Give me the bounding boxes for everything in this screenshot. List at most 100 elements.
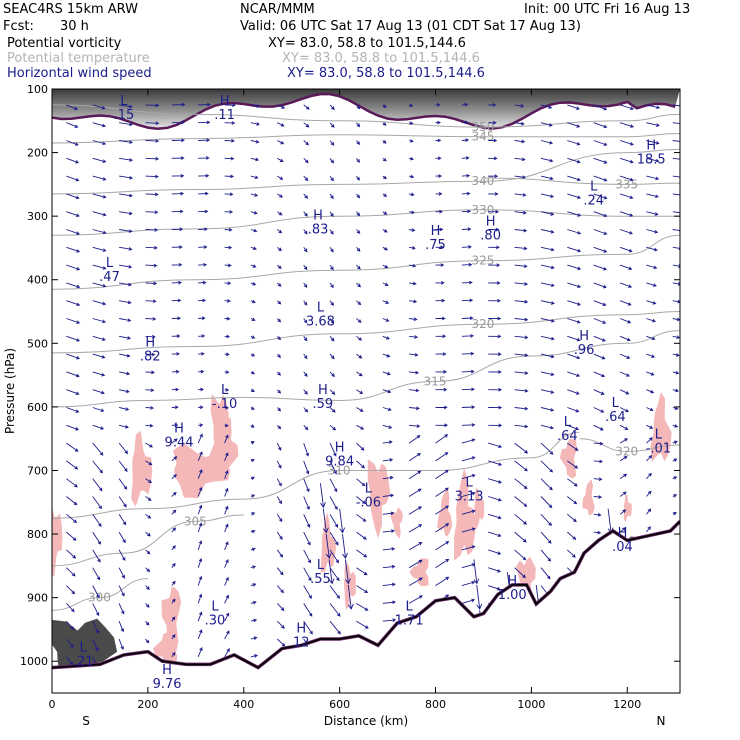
wind-vector <box>514 496 528 507</box>
wind-vector <box>66 638 74 648</box>
wind-vector <box>593 122 608 129</box>
wind-vector <box>646 211 659 216</box>
wind-vector <box>488 496 502 502</box>
wind-vector <box>593 246 608 253</box>
wind-vector <box>409 263 417 268</box>
wind-vector <box>435 316 446 321</box>
wind-vector <box>435 487 449 497</box>
wind-vector <box>435 469 449 480</box>
x-tick-label: 0 <box>49 698 56 711</box>
wind-vector <box>250 476 255 480</box>
wind-vector <box>672 104 680 107</box>
wind-vector <box>566 549 576 558</box>
wind-vector <box>303 514 311 528</box>
wind-vector <box>66 389 80 396</box>
wind-vector <box>329 496 338 511</box>
wind-vector <box>276 371 281 376</box>
wind-vector <box>619 122 635 128</box>
wind-vector <box>408 435 421 444</box>
wind-vector <box>92 407 105 413</box>
wind-vector <box>488 423 503 428</box>
extremum-value: .96 <box>574 343 595 358</box>
wind-vector <box>145 174 159 179</box>
wind-vector <box>435 227 444 232</box>
wind-vector <box>329 158 334 164</box>
wind-vector <box>66 300 81 307</box>
wind-vector <box>276 514 283 523</box>
wind-vector <box>408 103 414 107</box>
wind-vector <box>540 460 554 473</box>
wind-vector <box>461 227 472 231</box>
wind-vector <box>171 545 176 551</box>
wind-vector <box>593 229 608 235</box>
wind-vector <box>409 406 420 411</box>
wind-vector <box>66 549 77 559</box>
wind-vector <box>92 157 107 163</box>
wind-vector <box>171 280 182 285</box>
wind-vector <box>593 407 605 413</box>
wind-vector <box>276 460 282 469</box>
wind-vector <box>461 527 476 533</box>
wind-vector <box>66 140 79 146</box>
wind-vector <box>250 636 258 640</box>
wind-vector <box>356 620 369 629</box>
high-marker: H.59 <box>313 383 334 412</box>
wind-vector <box>382 582 396 587</box>
wind-vector <box>619 175 634 182</box>
wind-vector <box>224 316 231 321</box>
wind-vector <box>224 138 235 143</box>
wind-vector <box>646 157 660 163</box>
wind-vector <box>382 564 396 569</box>
wind-vector <box>488 442 503 449</box>
wind-vector <box>409 228 416 232</box>
wind-vector <box>567 442 579 451</box>
wind-vector <box>92 193 107 199</box>
wind-vector <box>408 542 423 551</box>
wind-vector <box>672 494 678 498</box>
pv-positive-region <box>409 558 429 587</box>
wind-vector <box>303 140 310 146</box>
extremum-value: .15 <box>114 108 135 123</box>
wind-vector <box>250 157 260 162</box>
high-marker: H12 <box>293 622 310 651</box>
field-xy-wind: XY= 83.0, 58.8 to 101.5,144.6 <box>287 66 485 81</box>
wind-vector <box>540 478 553 491</box>
low-marker: L.21 <box>73 641 94 670</box>
wind-vector <box>276 620 285 629</box>
y-tick-label: 500 <box>27 337 48 350</box>
wind-vector <box>145 478 153 484</box>
wind-vector <box>303 567 312 582</box>
wind-vector <box>277 193 283 198</box>
wind-vector <box>145 192 159 197</box>
pv-positive-region <box>559 438 577 479</box>
wind-vector <box>488 352 502 356</box>
wind-vector <box>435 138 442 143</box>
wind-vector <box>382 547 396 551</box>
wind-vector <box>66 157 80 164</box>
field-name-wind: Horizontal wind speed <box>7 66 152 81</box>
extremum-kind: H <box>579 329 589 344</box>
wind-vector <box>92 549 101 563</box>
wind-vector <box>461 545 476 551</box>
wind-vector <box>276 389 282 394</box>
wind-vector <box>145 334 156 339</box>
wind-vector <box>250 246 257 251</box>
wind-vector <box>619 389 630 395</box>
wind-vector <box>435 423 449 428</box>
wind-vector-strong <box>344 559 351 585</box>
wind-vector <box>329 247 334 253</box>
wind-vector <box>409 299 418 304</box>
wind-vector <box>277 229 283 234</box>
wind-vector <box>356 158 360 163</box>
extremum-kind: H <box>507 574 517 589</box>
wind-vector <box>672 406 679 411</box>
x-tick-label: 1200 <box>613 698 641 711</box>
wind-vector <box>356 424 365 430</box>
wind-vector <box>198 262 208 267</box>
wind-vector <box>382 175 387 180</box>
pv-positive-region <box>650 392 672 462</box>
high-marker: H9.44 <box>165 421 194 450</box>
wind-vector <box>540 407 555 412</box>
wind-vector <box>224 405 230 410</box>
wind-vector <box>356 229 361 235</box>
